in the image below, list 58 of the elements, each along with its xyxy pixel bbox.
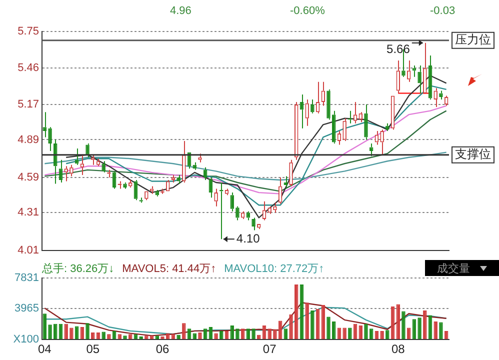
text: -0.03 — [430, 5, 456, 17]
candlestick — [268, 206, 272, 214]
candlestick — [418, 65, 422, 94]
candlestick — [214, 188, 218, 207]
candlestick — [42, 112, 47, 138]
y-tick-label: 4.31 — [18, 206, 39, 219]
y-tick-label: 4.59 — [18, 172, 39, 184]
candlestick — [273, 202, 277, 214]
candlestick — [96, 158, 100, 167]
y-tick-label: 5.75 — [18, 26, 39, 38]
ref-line-label: 支撑位 — [455, 147, 491, 162]
dropdown-menu: 成交量 — [425, 260, 499, 276]
candlestick — [128, 179, 132, 188]
candlestick — [123, 182, 127, 190]
candlestick — [374, 130, 379, 146]
candlestick — [64, 166, 68, 182]
candlestick — [439, 90, 443, 100]
candlestick — [289, 159, 293, 187]
text: -0.60% — [290, 5, 325, 17]
text: MAVOL10: 27.72万↑ — [224, 263, 324, 275]
y-tick-label: 5.46 — [18, 62, 39, 74]
candlestick — [252, 217, 256, 231]
candlestick — [342, 118, 346, 142]
candlestick — [236, 206, 240, 221]
annotation: 4.10 — [236, 231, 260, 246]
candlestick — [434, 88, 438, 108]
y-tick-label: 7831 — [14, 272, 39, 284]
x-tick-label: 07 — [262, 342, 277, 356]
x-tick-label: 04 — [38, 342, 52, 356]
candlestick — [70, 164, 74, 177]
candlestick — [423, 42, 427, 94]
y-tick-label: 4.89 — [18, 134, 39, 146]
x-tick-label: 05 — [86, 342, 100, 356]
candlestick — [310, 99, 314, 114]
x-tick-label: 08 — [391, 342, 406, 356]
y-tick-label: 4.01 — [18, 244, 39, 256]
candlestick — [386, 122, 390, 132]
candlestick — [176, 174, 180, 184]
y-tick-label: X100 — [13, 334, 39, 346]
candlestick — [48, 126, 52, 152]
candlestick — [182, 140, 186, 183]
candlestick — [305, 99, 309, 126]
candlestick — [86, 143, 90, 158]
text: 4.96 — [170, 5, 192, 17]
ref-line-label: 压力位 — [455, 32, 491, 47]
candlestick — [353, 102, 358, 124]
candlestick — [380, 129, 384, 156]
candlestick — [102, 160, 106, 173]
annotation: 5.66 — [386, 42, 410, 56]
candlestick — [230, 192, 234, 212]
x-tick-label: 06 — [156, 342, 170, 356]
candlestick — [364, 104, 368, 140]
candlestick — [80, 154, 84, 176]
y-tick-label: 3965 — [14, 302, 39, 314]
text: MAVOL5: 41.44万↑ — [122, 263, 216, 275]
candlestick — [54, 139, 58, 184]
y-tick-label: 5.17 — [18, 98, 39, 111]
text: 总手: 36.26万↓ — [42, 263, 114, 275]
